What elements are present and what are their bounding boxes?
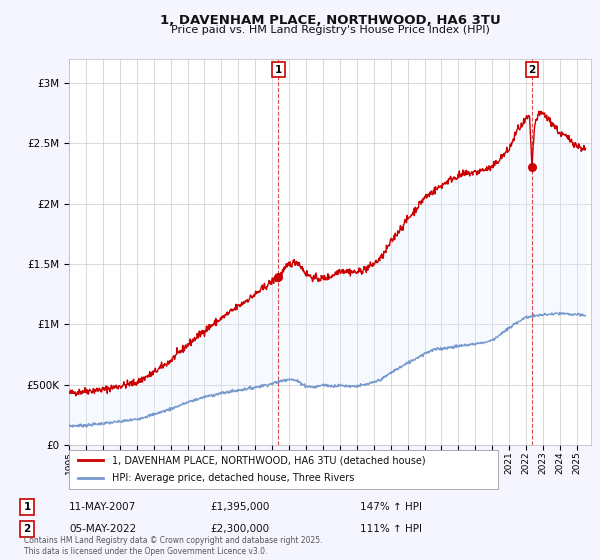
Text: 2: 2 [528,64,536,74]
Text: 05-MAY-2022: 05-MAY-2022 [69,524,136,534]
Text: 1, DAVENHAM PLACE, NORTHWOOD, HA6 3TU: 1, DAVENHAM PLACE, NORTHWOOD, HA6 3TU [160,14,500,27]
Text: £1,395,000: £1,395,000 [210,502,269,512]
Text: £2,300,000: £2,300,000 [210,524,269,534]
Point [274,272,283,281]
Point [527,163,537,172]
Text: 1: 1 [275,64,282,74]
Text: 147% ↑ HPI: 147% ↑ HPI [360,502,422,512]
Text: 2: 2 [23,524,31,534]
Text: 11-MAY-2007: 11-MAY-2007 [69,502,136,512]
Text: HPI: Average price, detached house, Three Rivers: HPI: Average price, detached house, Thre… [112,473,354,483]
Text: Contains HM Land Registry data © Crown copyright and database right 2025.
This d: Contains HM Land Registry data © Crown c… [24,536,323,556]
Text: 111% ↑ HPI: 111% ↑ HPI [360,524,422,534]
Text: 1: 1 [23,502,31,512]
Text: Price paid vs. HM Land Registry's House Price Index (HPI): Price paid vs. HM Land Registry's House … [170,25,490,35]
Text: 1, DAVENHAM PLACE, NORTHWOOD, HA6 3TU (detached house): 1, DAVENHAM PLACE, NORTHWOOD, HA6 3TU (d… [112,455,425,465]
